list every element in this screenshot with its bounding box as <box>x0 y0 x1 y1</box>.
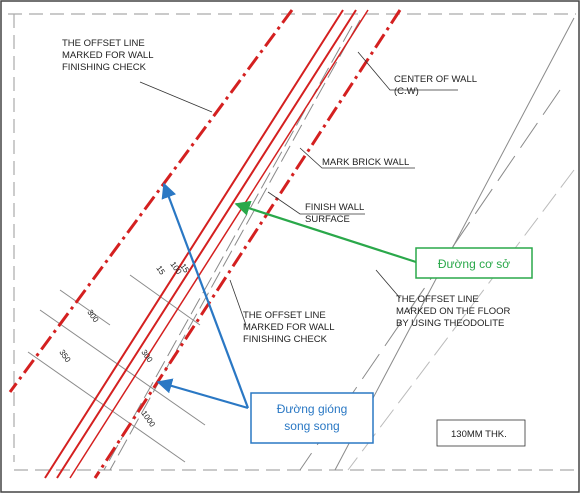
label-finish-line1: FINISH WALL <box>305 202 364 213</box>
label-floor-line1: THE OFFSET LINE <box>396 294 479 305</box>
label-thickness: 130MM THK. <box>451 429 507 440</box>
label-offset-bottom-line1: THE OFFSET LINE <box>243 310 326 321</box>
offset-line-top <box>8 9 294 393</box>
wall-face-2 <box>56 9 357 479</box>
parallel-arrows <box>156 182 250 410</box>
wall-face-3 <box>69 9 369 479</box>
wall-face-1 <box>44 9 344 479</box>
label-mark-brick-wall: MARK BRICK WALL <box>322 157 409 168</box>
label-offset-top: THE OFFSET LINE MARKED FOR WALL FINISHIN… <box>62 38 154 73</box>
dashed-border <box>8 13 576 471</box>
label-offset-bottom-line2: MARKED FOR WALL <box>243 322 335 333</box>
wall-lines <box>8 9 402 479</box>
label-offset-top-line1: THE OFFSET LINE <box>62 38 145 49</box>
label-offset-top-line3: FINISHING CHECK <box>62 62 147 73</box>
baseline-arrow <box>234 200 417 264</box>
label-offset-top-line2: MARKED FOR WALL <box>62 50 154 61</box>
label-floor-line2: MARKED ON THE FLOOR <box>396 306 511 317</box>
label-offset-bottom-line3: FINISHING CHECK <box>243 334 328 345</box>
label-floor-line3: BY USING THEODOLITE <box>396 318 504 329</box>
label-center-line2: (C.W) <box>394 86 419 97</box>
dim-300b: 300 <box>139 348 154 365</box>
dim-350: 350 <box>57 348 72 365</box>
label-center-of-wall: CENTER OF WALL (C.W) <box>394 74 477 97</box>
baseline-label: Đường cơ sở <box>438 257 510 271</box>
dim-15: 15 <box>154 264 167 277</box>
thickness-box <box>436 419 526 447</box>
label-finish-wall: FINISH WALL SURFACE <box>305 202 364 225</box>
parallel-label-line1: Đường gióng <box>277 402 348 416</box>
label-center-line1: CENTER OF WALL <box>394 74 477 85</box>
label-finish-line2: SURFACE <box>305 214 350 225</box>
baseline-box <box>415 247 533 279</box>
offset-line-bottom <box>93 9 402 479</box>
dimension-labels: 15 100 15 300 350 300 1000 <box>57 260 191 429</box>
parallel-label-line2: song song <box>284 419 339 433</box>
dim-300a: 300 <box>85 308 100 325</box>
label-offset-floor: THE OFFSET LINE MARKED ON THE FLOOR BY U… <box>396 294 511 329</box>
leader-lines <box>139 51 458 326</box>
label-offset-bottom: THE OFFSET LINE MARKED FOR WALL FINISHIN… <box>243 310 335 345</box>
parallel-box <box>250 392 374 444</box>
dim-1000: 1000 <box>139 409 157 429</box>
